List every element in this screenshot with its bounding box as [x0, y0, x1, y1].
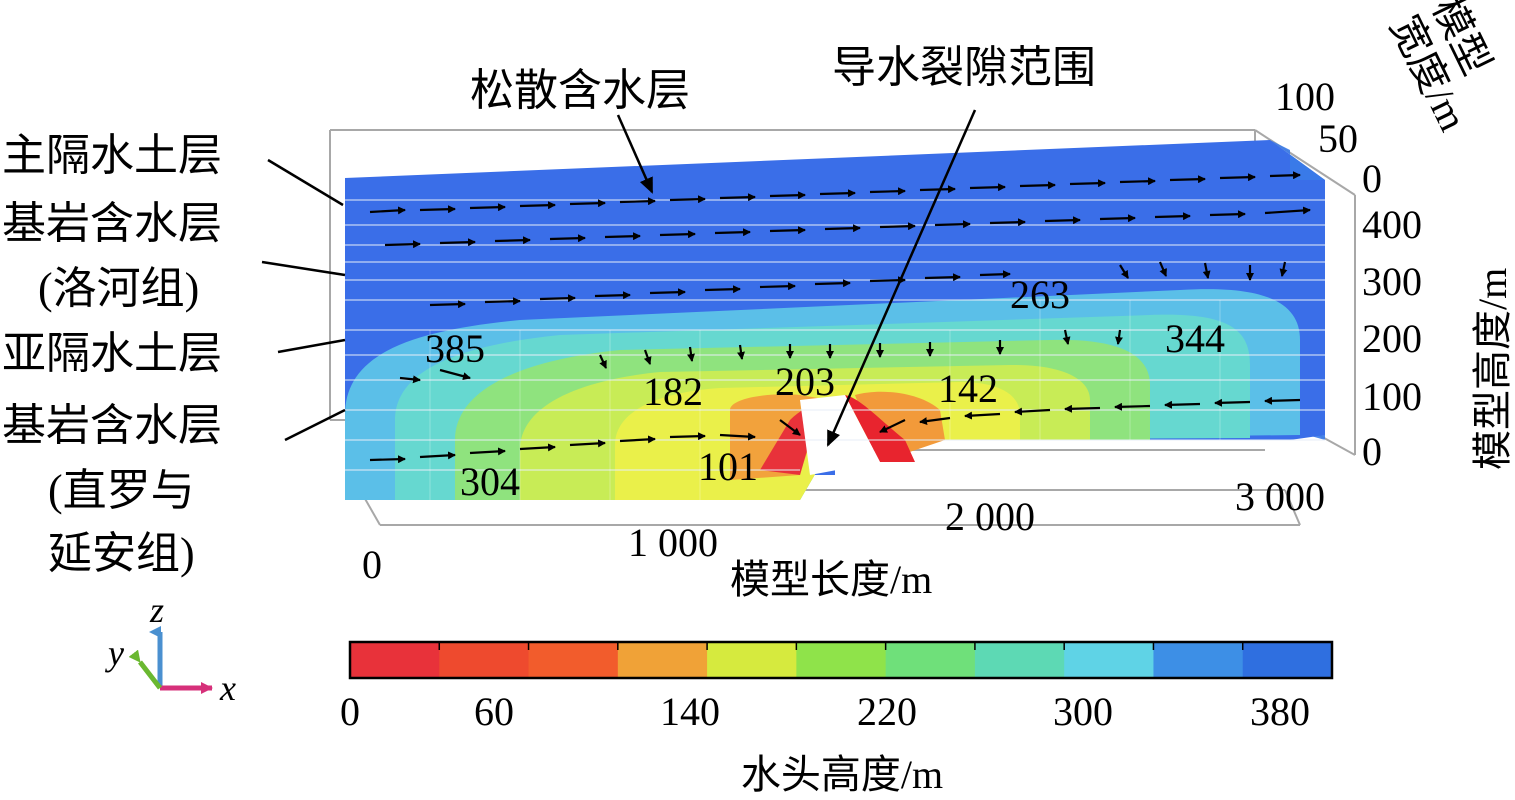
contour-label: 385 — [425, 326, 485, 371]
contour-label: 263 — [1010, 272, 1070, 317]
length-axis-title: 模型长度/m — [730, 557, 932, 602]
colorbar-title: 水头高度/m — [741, 752, 943, 797]
colorbar-swatch — [1064, 642, 1154, 678]
colorbar-swatch — [796, 642, 887, 678]
triad-z-label: z — [149, 590, 164, 630]
label-zhiluo-line2: (直罗与 — [48, 466, 195, 515]
leader-primary-aquiclude — [267, 158, 344, 207]
colorbar-tick-label: 60 — [474, 689, 514, 734]
height-tick-label: 0 — [1362, 429, 1382, 474]
label-luohe-line1: 基岩含水层 — [2, 199, 222, 248]
flow-arrows — [369, 171, 1311, 464]
length-tick-label: 3 000 — [1235, 474, 1325, 519]
leader-lines — [261, 109, 977, 447]
label-zhiluo-line1: 基岩含水层 — [2, 401, 222, 450]
contour-labels: 385 182 203 142 263 344 304 101 — [425, 272, 1225, 504]
leader-sub-aquiclude — [277, 338, 346, 354]
colorbar-swatch — [1153, 642, 1244, 678]
colorbar-swatch — [1242, 642, 1333, 678]
model-block — [345, 140, 1325, 500]
colorbar-swatches — [350, 642, 1333, 678]
colorbar-swatch — [707, 642, 797, 678]
contour-label: 203 — [775, 359, 835, 404]
width-tick-label: 100 — [1275, 74, 1335, 119]
contour-label: 182 — [643, 369, 703, 414]
callout-fracture-zone: 导水裂隙范围 — [832, 43, 1096, 92]
colorbar-swatch — [439, 642, 530, 678]
colorbar-swatch — [885, 642, 976, 678]
label-primary-aquiclude: 主隔水土层 — [2, 131, 222, 180]
height-tick-label: 100 — [1362, 374, 1422, 419]
layer-grid — [345, 199, 1325, 471]
height-axis-title: 模型高度/m — [1470, 268, 1515, 470]
label-luohe-line2: (洛河组) — [38, 264, 199, 313]
height-tick-label: 200 — [1362, 316, 1422, 361]
contour-label: 344 — [1165, 316, 1225, 361]
height-tick-label: 300 — [1362, 259, 1422, 304]
callout-loose-aquifer: 松散含水层 — [470, 66, 690, 115]
length-axis: 0 1 000 2 000 3 000 模型长度/m — [362, 474, 1325, 602]
contour-label: 101 — [698, 444, 758, 489]
label-sub-aquiclude: 亚隔水土层 — [2, 329, 222, 378]
contour-label: 142 — [938, 366, 998, 411]
colorbar: 0 60 140 220 300 380 水头高度/m — [340, 640, 1334, 797]
colorbar-tick-label: 140 — [660, 689, 720, 734]
colorbar-tick-label: 300 — [1053, 689, 1113, 734]
layer-labels: 主隔水土层 基岩含水层 (洛河组) 亚隔水土层 基岩含水层 (直罗与 延安组) — [2, 131, 222, 578]
colorbar-tick-label: 0 — [340, 689, 360, 734]
length-tick-label: 2 000 — [945, 494, 1035, 539]
contour-label: 304 — [460, 459, 520, 504]
height-tick-label: 400 — [1362, 202, 1422, 247]
leader-loose-aquifer — [616, 114, 654, 194]
triad-y-arrow — [128, 649, 162, 690]
leader-zhiluo — [284, 408, 346, 442]
axis-triad: z x y — [105, 590, 236, 708]
leader-fracture-zone — [826, 109, 977, 447]
width-tick-label: 50 — [1318, 116, 1358, 161]
label-zhiluo-line3: 延安组) — [48, 529, 195, 578]
colorbar-swatch — [617, 642, 708, 678]
width-tick-label: 0 — [1362, 156, 1382, 201]
triad-x-label: x — [219, 668, 236, 708]
colorbar-frame — [348, 640, 1334, 680]
colorbar-tick-label: 380 — [1250, 689, 1310, 734]
length-tick-label: 1 000 — [628, 520, 718, 565]
triad-y-label: y — [105, 633, 124, 673]
colorbar-swatch — [350, 642, 440, 678]
colorbar-swatch — [974, 642, 1065, 678]
colorbar-swatch — [528, 642, 619, 678]
column-grid — [429, 300, 1221, 500]
model-top-face — [345, 140, 1325, 182]
colorbar-tick-label: 220 — [857, 689, 917, 734]
leader-luohe — [261, 260, 346, 277]
height-axis: 400 300 200 100 0 模型高度/m — [1362, 202, 1515, 474]
length-tick-label: 0 — [362, 542, 382, 587]
